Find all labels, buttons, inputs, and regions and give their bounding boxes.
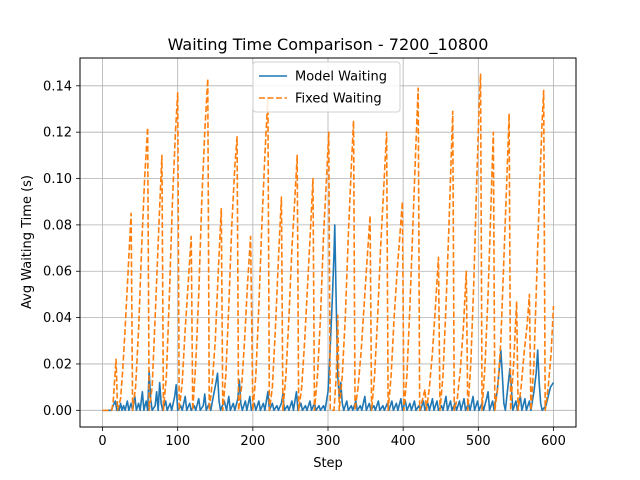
x-tick-label: 300	[316, 434, 341, 449]
fixed-waiting-line	[102, 73, 555, 412]
x-tick-label: 500	[466, 434, 491, 449]
legend: Model Waiting Fixed Waiting	[252, 61, 401, 113]
y-tick-label: 0.12	[43, 126, 72, 141]
x-axis-label: Step	[313, 456, 343, 471]
legend-label: Fixed Waiting	[295, 92, 382, 107]
model-waiting-line	[102, 224, 555, 412]
legend-box	[252, 61, 401, 113]
series-layer	[102, 73, 555, 412]
y-tick-label: 0.00	[43, 404, 72, 419]
y-tick-label: 0.10	[43, 172, 72, 187]
x-tick-label: 0	[98, 434, 106, 449]
y-tick-label: 0.04	[43, 311, 72, 326]
chart-title: Waiting Time Comparison - 7200_10800	[168, 35, 489, 55]
y-tick-label: 0.08	[43, 218, 72, 233]
x-tick-label: 600	[541, 434, 566, 449]
y-tick-label: 0.14	[43, 79, 72, 94]
x-tick-label: 400	[391, 434, 416, 449]
axis-ticks: 0 100 200 300 400 500 600 0.00 0.02 0.04 0.06 0.08 0…	[43, 79, 566, 449]
y-axis-label: Avg Waiting Time (s)	[20, 175, 35, 309]
y-tick-label: 0.02	[43, 357, 72, 372]
x-tick-label: 100	[165, 434, 190, 449]
legend-label: Model Waiting	[295, 70, 387, 85]
x-tick-label: 200	[240, 434, 265, 449]
y-tick-label: 0.06	[43, 265, 72, 280]
